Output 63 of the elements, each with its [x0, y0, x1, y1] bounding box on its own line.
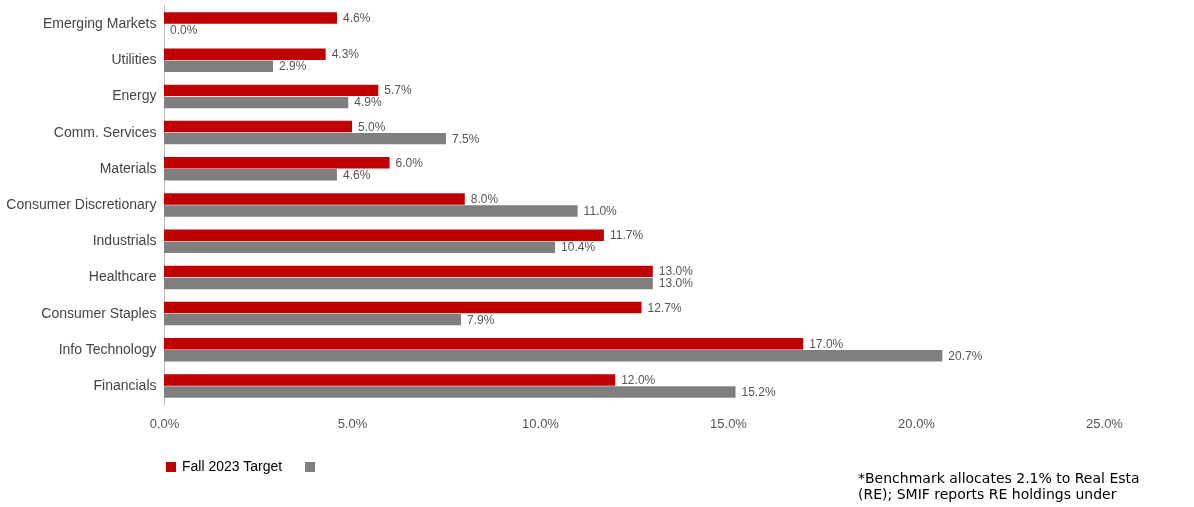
text: *Benchmark allocates 2.1% to Real Esta: [858, 470, 1140, 486]
bar: [164, 60, 274, 72]
bar: [164, 229, 604, 241]
bar: [164, 386, 736, 398]
data-label: 4.6%: [342, 167, 371, 182]
bar: [164, 84, 379, 97]
y-tick-label: Consumer Discretionary: [6, 196, 157, 212]
x-tick-label: 10.0%: [522, 415, 560, 431]
y-tick-label: Info Technology: [58, 340, 157, 357]
data-label: 4.6%: [342, 10, 371, 25]
bar: [164, 265, 653, 278]
data-label: 8.0%: [470, 191, 499, 206]
bar: [164, 350, 943, 362]
y-tick-label: Emerging Markets: [42, 15, 157, 31]
data-label: 7.5%: [452, 131, 480, 146]
bar: [164, 120, 352, 133]
bar: [164, 132, 446, 145]
data-label: 4.3%: [331, 47, 360, 62]
x-tick-label: 15.0%: [710, 415, 748, 431]
data-label: 2.9%: [279, 59, 307, 74]
data-label: 17.0%: [809, 336, 844, 351]
data-label: 10.4%: [561, 240, 596, 255]
y-tick-label: Materials: [99, 159, 157, 176]
bar: [164, 193, 465, 205]
bar: [164, 374, 616, 386]
data-label: 12.7%: [647, 300, 682, 315]
data-label: 20.7%: [948, 348, 983, 363]
bar: [164, 313, 462, 326]
bar: [164, 277, 653, 290]
bar: [164, 241, 556, 253]
data-label: 11.7%: [609, 228, 644, 243]
text: (RE); SMIF reports RE holdings under: [858, 486, 1118, 502]
data-label: 13.0%: [658, 264, 694, 279]
bar: [164, 96, 349, 109]
bar: [164, 157, 390, 169]
legend-label: Fall 2023 Target: [182, 458, 283, 474]
data-label: 5.0%: [358, 119, 386, 134]
data-label: 4.9%: [354, 95, 382, 110]
data-label: 11.0%: [583, 204, 618, 219]
y-tick-label: Industrials: [92, 232, 157, 249]
bar: [164, 338, 804, 350]
x-tick-label: 20.0%: [898, 415, 936, 431]
bar: [164, 12, 337, 24]
data-label: 0.0%: [170, 23, 198, 38]
bar: [164, 205, 578, 217]
data-label: 12.0%: [621, 372, 656, 387]
x-tick-label: 5.0%: [337, 415, 368, 431]
y-tick-label: Utilities: [111, 51, 157, 68]
data-label: 15.2%: [741, 385, 776, 400]
y-tick-label: Financials: [93, 377, 157, 393]
data-label: 13.0%: [658, 276, 694, 291]
bar: [164, 301, 642, 314]
bar: [164, 169, 337, 181]
x-tick-label: 0.0%: [149, 415, 180, 431]
data-label: 6.0%: [395, 155, 424, 170]
y-tick-label: Consumer Staples: [41, 304, 157, 321]
bar: [164, 48, 326, 60]
y-tick-label: Comm. Services: [53, 123, 157, 140]
data-label: 5.7%: [384, 83, 412, 98]
x-tick-label: 25.0%: [1086, 415, 1124, 431]
y-tick-label: Energy: [112, 87, 157, 104]
data-label: 7.9%: [467, 312, 495, 327]
y-tick-label: Healthcare: [88, 268, 157, 285]
